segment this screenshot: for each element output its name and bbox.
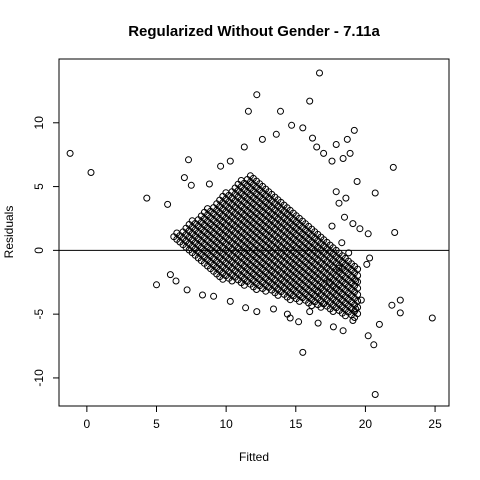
scatter-point xyxy=(396,296,404,304)
y-axis: -10 -5 0 5 10 xyxy=(32,116,60,387)
x-tick-label: 20 xyxy=(359,417,373,431)
scatter-point xyxy=(199,291,206,299)
scatter-point xyxy=(172,277,180,285)
scatter-point xyxy=(183,286,191,294)
scatter-point xyxy=(428,314,436,322)
scatter-point xyxy=(283,310,291,318)
chart-title: Regularized Without Gender - 7.11a xyxy=(128,23,380,40)
scatter-point xyxy=(363,260,371,268)
scatter-point xyxy=(277,107,284,115)
scatter-point xyxy=(339,155,347,162)
scatter-point xyxy=(357,296,365,304)
scatter-point xyxy=(346,149,354,157)
scatter-point xyxy=(164,200,172,208)
scatter-point xyxy=(342,194,350,202)
scatter-point xyxy=(320,149,328,157)
scatter-point xyxy=(87,169,95,176)
points-layer xyxy=(66,69,436,398)
y-tick-label: 5 xyxy=(32,183,46,190)
scatter-point xyxy=(66,149,74,157)
x-tick-label: 15 xyxy=(289,417,303,431)
scatter-point xyxy=(244,107,252,115)
y-tick-label: 10 xyxy=(32,116,46,130)
scatter-point xyxy=(364,230,372,238)
x-tick-label: 25 xyxy=(428,417,442,431)
scatter-point xyxy=(341,213,348,221)
x-axis-label: Fitted xyxy=(239,450,269,464)
scatter-point xyxy=(389,163,397,171)
scatter-point xyxy=(328,157,336,165)
scatter-point xyxy=(350,126,358,134)
scatter-point xyxy=(339,327,347,335)
scatter-point xyxy=(335,199,343,207)
scatter-point xyxy=(226,297,234,305)
scatter-point xyxy=(371,391,379,398)
scatter-point xyxy=(240,143,248,151)
scatter-point xyxy=(338,239,346,247)
x-tick-label: 5 xyxy=(153,417,160,431)
scatter-point xyxy=(354,265,362,273)
scatter-point xyxy=(185,156,192,164)
y-tick-label: -5 xyxy=(32,308,46,319)
scatter-point xyxy=(210,292,218,300)
scatter-point xyxy=(299,348,307,356)
scatter-point xyxy=(306,97,314,105)
scatter-point xyxy=(143,194,151,202)
scatter-point xyxy=(253,308,261,316)
scatter-point xyxy=(375,320,383,328)
x-tick-label: 0 xyxy=(84,417,91,431)
y-tick-label: -10 xyxy=(32,369,46,387)
scatter-point xyxy=(299,124,307,132)
scatter-point xyxy=(332,188,340,196)
scatter-point xyxy=(180,174,188,182)
scatter-point xyxy=(349,220,357,228)
scatter-point xyxy=(316,69,323,77)
x-tick-label: 10 xyxy=(219,417,233,431)
scatter-point xyxy=(313,143,321,151)
scatter-point xyxy=(396,309,404,317)
scatter-point xyxy=(258,135,266,143)
scatter-point xyxy=(306,308,314,316)
scatter-point xyxy=(371,189,379,197)
scatter-point xyxy=(242,304,250,312)
scatter-point xyxy=(343,135,351,143)
scatter-point xyxy=(364,332,372,340)
scatter-point xyxy=(388,301,396,309)
scatter-point xyxy=(314,319,322,327)
scatter-point xyxy=(288,121,296,129)
scatter-point xyxy=(166,271,174,279)
scatter-point xyxy=(370,341,378,349)
scatter-point xyxy=(217,162,225,170)
scatter-point xyxy=(253,91,261,99)
scatter-point xyxy=(205,180,213,188)
scatter-point xyxy=(366,254,374,262)
scatter-point xyxy=(391,229,399,236)
scatter-point xyxy=(187,181,195,189)
scatter-point xyxy=(332,141,340,148)
scatter-point xyxy=(226,157,234,165)
scatter-point xyxy=(270,305,277,313)
scatter-point xyxy=(329,323,337,331)
y-axis-label: Residuals xyxy=(2,206,16,259)
scatter-point xyxy=(353,178,361,185)
y-tick-label: 0 xyxy=(32,247,46,254)
scatter-point xyxy=(356,225,364,233)
x-axis: 0 5 10 15 20 25 xyxy=(84,405,442,431)
scatter-point xyxy=(328,222,336,230)
scatter-point xyxy=(295,318,303,326)
scatter-point xyxy=(153,281,160,289)
scatter-point xyxy=(272,130,280,138)
scatter-point xyxy=(309,134,316,142)
